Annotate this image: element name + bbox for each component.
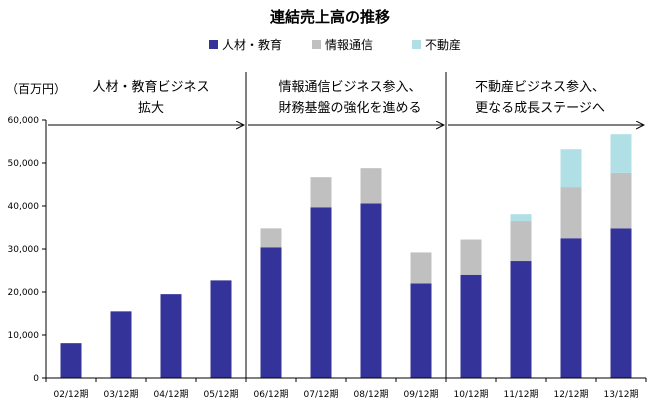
y-tick-label: 30,000 bbox=[8, 245, 40, 255]
bar-hr-education-2 bbox=[110, 311, 132, 378]
x-tick-label: 07/12期 bbox=[304, 389, 339, 400]
legend-swatch-info-comm bbox=[312, 40, 321, 49]
annotation-phase-3: 不動産ビジネス参入、 更なる成長ステージへ bbox=[475, 79, 605, 116]
x-tick-label: 05/12期 bbox=[204, 389, 239, 400]
x-tick-label: 02/12期 bbox=[54, 389, 89, 400]
legend-swatch-real-estate bbox=[412, 40, 421, 49]
annotation-phase-2-line-1: 情報通信ビジネス参入、 bbox=[278, 79, 421, 95]
x-tick-label: 08/12期 bbox=[354, 389, 389, 400]
bar-info-comm-5 bbox=[260, 228, 282, 248]
y-tick-label: 0 bbox=[33, 374, 39, 384]
legend-label-info-comm: 情報通信 bbox=[325, 38, 373, 52]
x-tick-label: 03/12期 bbox=[104, 389, 139, 400]
y-tick-label: 60,000 bbox=[8, 116, 40, 126]
x-tick-label: 10/12期 bbox=[454, 389, 489, 400]
x-tick-label: 04/12期 bbox=[154, 389, 189, 400]
bar-hr-education-8 bbox=[410, 283, 432, 378]
bar-info-comm-7 bbox=[360, 168, 382, 204]
y-tick-label: 20,000 bbox=[8, 288, 40, 298]
bar-real-estate-11 bbox=[560, 149, 582, 188]
legend-item-real-estate: 不動産 bbox=[412, 37, 461, 52]
bar-hr-education-10 bbox=[510, 261, 532, 378]
annotation-phase-2: 情報通信ビジネス参入、 財務基盤の強化を進める bbox=[278, 79, 421, 116]
bar-hr-education-1 bbox=[60, 343, 82, 378]
bar-info-comm-11 bbox=[560, 187, 582, 239]
y-tick-label: 10,000 bbox=[8, 331, 40, 341]
legend-label-real-estate: 不動産 bbox=[425, 37, 461, 52]
bar-hr-education-3 bbox=[160, 294, 182, 378]
bar-hr-education-5 bbox=[260, 247, 282, 378]
bar-info-comm-10 bbox=[510, 221, 532, 262]
annotation-phase-2-line-2: 財務基盤の強化を進める bbox=[278, 101, 421, 116]
y-tick-label: 40,000 bbox=[8, 202, 40, 212]
phase-markers bbox=[48, 72, 644, 378]
x-tick-label: 12/12期 bbox=[554, 389, 589, 400]
legend-label-hr-education: 人材・教育 bbox=[222, 37, 282, 52]
legend-item-hr-education: 人材・教育 bbox=[209, 37, 282, 52]
y-tick-label: 50,000 bbox=[8, 159, 40, 169]
legend: 人材・教育 情報通信 不動産 bbox=[209, 37, 461, 52]
x-tick-label: 09/12期 bbox=[404, 389, 439, 400]
x-tick-label: 13/12期 bbox=[604, 389, 639, 400]
bar-hr-education-6 bbox=[310, 207, 332, 378]
annotation-phase-1-line-1: 人材・教育ビジネス bbox=[92, 79, 209, 95]
x-tick-label: 11/12期 bbox=[504, 389, 539, 400]
x-tick-label: 06/12期 bbox=[254, 389, 289, 400]
annotation-phase-1: 人材・教育ビジネス 拡大 bbox=[92, 79, 209, 116]
bar-real-estate-12 bbox=[610, 134, 632, 173]
annotation-phase-3-line-1: 不動産ビジネス参入、 bbox=[475, 79, 605, 95]
bar-info-comm-6 bbox=[310, 177, 332, 208]
annotation-phase-3-line-2: 更なる成長ステージへ bbox=[475, 101, 605, 116]
chart-title: 連結売上高の推移 bbox=[270, 8, 390, 26]
bar-hr-education-9 bbox=[460, 274, 482, 378]
bar-info-comm-9 bbox=[460, 239, 482, 275]
legend-swatch-hr-education bbox=[209, 40, 218, 49]
legend-item-info-comm: 情報通信 bbox=[312, 38, 373, 52]
bar-info-comm-8 bbox=[410, 252, 432, 284]
annotation-phase-1-line-2: 拡大 bbox=[138, 101, 164, 116]
bar-real-estate-10 bbox=[510, 214, 532, 222]
bar-hr-education-7 bbox=[360, 203, 382, 378]
y-axis-unit-label: （百万円） bbox=[6, 82, 66, 96]
axes-layer: 02/12期 03/12期 04/12期 05/12期 06/12期 07/12期 08/1… bbox=[8, 116, 647, 400]
bars-layer bbox=[60, 134, 632, 378]
bar-hr-education-12 bbox=[610, 228, 632, 378]
bar-hr-education-4 bbox=[210, 280, 232, 378]
bar-info-comm-12 bbox=[610, 172, 632, 229]
bar-hr-education-11 bbox=[560, 238, 582, 378]
